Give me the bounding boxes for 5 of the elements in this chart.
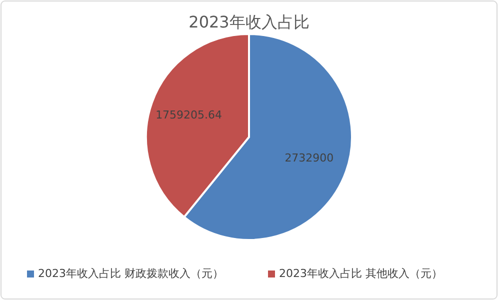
data-label: 1759205.64	[156, 108, 222, 122]
legend-label: 2023年收入占比 其他收入（元）	[279, 267, 442, 280]
chart-title: 2023年收入占比	[188, 12, 310, 32]
legend-label: 2023年收入占比 财政拨款收入（元）	[38, 267, 224, 280]
data-label: 2732900	[284, 151, 334, 164]
